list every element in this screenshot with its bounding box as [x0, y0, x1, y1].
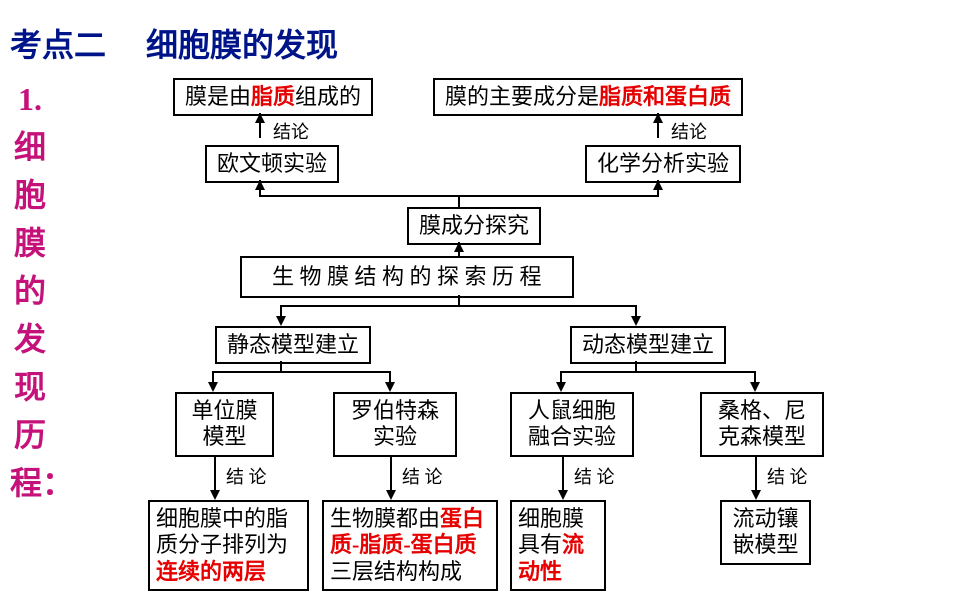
label-conclusion: 结 论 [402, 463, 443, 489]
node-bilayer-conclusion: 细胞膜中的脂 质分子排列为 连续的两层 [148, 500, 309, 591]
text: 质分子排列为 [156, 532, 301, 558]
arrow-icon [210, 490, 220, 500]
node-robertson-exp: 罗伯特森 实验 [333, 392, 457, 457]
arrow-icon [208, 382, 218, 392]
text: 细胞膜 [518, 506, 598, 532]
node-sandwich-conclusion: 生物膜都由蛋白质-脂质-蛋白质 三层结构构成 [322, 500, 498, 591]
text: 膜是由 [185, 84, 251, 109]
connector [458, 195, 460, 207]
text: 克森模型 [712, 424, 812, 450]
arrow-icon [751, 490, 761, 500]
connector [635, 361, 637, 371]
node-chemical-exp: 化学分析实验 [585, 145, 741, 183]
text: 实验 [345, 424, 445, 450]
node-singer-nicolson: 桑格、尼 克森模型 [700, 392, 824, 457]
arrow-icon [653, 180, 663, 190]
label-conclusion: 结 论 [767, 463, 808, 489]
section-title: 1. 细胞膜的发现历程： [10, 75, 50, 507]
connector [755, 455, 757, 493]
arrow-icon [750, 382, 760, 392]
text: 桑格、尼 [712, 398, 812, 424]
arrow-icon [386, 490, 396, 500]
arrow-icon [558, 490, 568, 500]
label-conclusion: 结论 [273, 118, 309, 144]
text: 模型 [187, 424, 262, 450]
arrow-icon [255, 113, 265, 123]
text: 人鼠细胞 [522, 398, 622, 424]
arrow-icon [631, 316, 641, 326]
highlight: 脂质 [251, 84, 295, 109]
node-dynamic-model: 动态模型建立 [570, 326, 726, 364]
node-lipid-protein-conclusion: 膜的主要成分是脂质和蛋白质 [433, 78, 743, 116]
text: 生物膜都由 [330, 506, 440, 531]
label-conclusion: 结 论 [574, 463, 615, 489]
node-overton-exp: 欧文顿实验 [205, 145, 339, 183]
connector [390, 455, 392, 493]
arrow-icon [556, 382, 566, 392]
highlight: 脂质和蛋白质 [599, 84, 731, 109]
node-unit-membrane: 单位膜 模型 [175, 392, 274, 457]
label-conclusion: 结论 [671, 118, 707, 144]
node-component-inquiry: 膜成分探究 [407, 207, 541, 245]
node-mouse-human-fusion: 人鼠细胞 融合实验 [510, 392, 634, 457]
arrow-icon [454, 242, 464, 252]
node-fluid-mosaic: 流动镶 嵌模型 [720, 500, 811, 565]
connector [214, 455, 216, 493]
arrow-icon [653, 113, 663, 123]
label-conclusion: 结 论 [226, 463, 267, 489]
arrow-icon [385, 382, 395, 392]
text: 流动镶 [728, 506, 803, 532]
text: 单位膜 [187, 398, 262, 424]
connector [212, 371, 391, 373]
text: 具有 [518, 532, 562, 557]
text: 三层结构构成 [330, 559, 490, 585]
text: 膜的主要成分是 [445, 84, 599, 109]
text: 融合实验 [522, 424, 622, 450]
page-title: 考点二 细胞膜的发现 [10, 20, 338, 66]
connector [560, 371, 756, 373]
connector [280, 305, 637, 307]
connector [562, 455, 564, 493]
highlight: 连续的两层 [156, 559, 301, 585]
node-lipid-conclusion: 膜是由脂质组成的 [173, 78, 373, 116]
text: 嵌模型 [728, 532, 803, 558]
arrow-icon [255, 180, 265, 190]
node-static-model: 静态模型建立 [215, 326, 371, 364]
connector [280, 361, 282, 371]
text: 组成的 [295, 84, 361, 109]
connector [458, 295, 460, 305]
arrow-icon [276, 316, 286, 326]
node-exploration-history: 生 物 膜 结 构 的 探 索 历 程 [240, 256, 574, 298]
text: 罗伯特森 [345, 398, 445, 424]
node-fluidity-conclusion: 细胞膜 具有流动性 [510, 500, 606, 591]
text: 细胞膜中的脂 [156, 506, 301, 532]
